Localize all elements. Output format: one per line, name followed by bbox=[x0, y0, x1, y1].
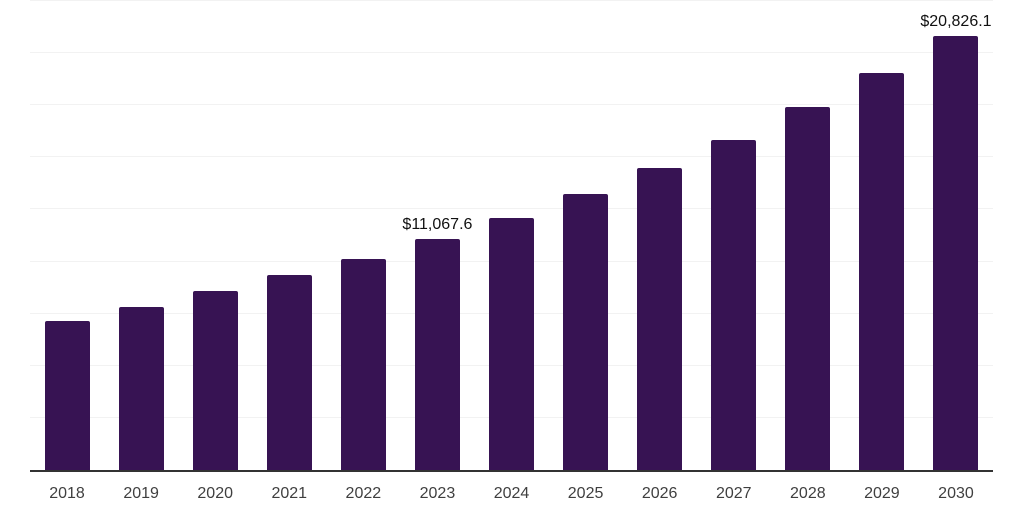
bar-2030 bbox=[933, 35, 979, 470]
bar-slot-2018 bbox=[30, 1, 104, 470]
bar-2020 bbox=[192, 290, 238, 470]
x-axis-line bbox=[30, 470, 993, 472]
x-tick-label-2028: 2028 bbox=[790, 485, 826, 502]
gridline bbox=[30, 104, 993, 106]
bar-2021 bbox=[266, 274, 312, 470]
bar-slot-2020 bbox=[178, 1, 252, 470]
bar-slot-2023: $11,067.6 bbox=[400, 1, 474, 470]
bar-2018 bbox=[44, 321, 90, 470]
bar-2028 bbox=[785, 106, 831, 470]
x-tick-label-2022: 2022 bbox=[345, 485, 382, 502]
bar-2025 bbox=[563, 193, 609, 470]
x-tick-label-2026: 2026 bbox=[641, 485, 678, 502]
x-tick-label-2024: 2024 bbox=[493, 485, 530, 502]
x-tick-label-2023: 2023 bbox=[419, 485, 456, 502]
gridline bbox=[30, 208, 993, 210]
gridline bbox=[30, 156, 993, 158]
plot-area: $11,067.6 $20,826.1 bbox=[30, 0, 993, 470]
bar-2026 bbox=[637, 168, 683, 470]
bar-2023 bbox=[414, 239, 460, 470]
x-tick-label-2019: 2019 bbox=[123, 485, 159, 502]
bar-2029 bbox=[859, 72, 905, 470]
bar-slot-2027 bbox=[697, 1, 771, 470]
gridline bbox=[30, 0, 993, 1]
bar-2024 bbox=[489, 218, 534, 470]
x-tick-label-2029: 2029 bbox=[864, 485, 900, 502]
bar-slot-2026 bbox=[623, 1, 697, 470]
x-tick-label-2027: 2027 bbox=[715, 485, 752, 502]
bar-2022 bbox=[340, 258, 386, 470]
data-label-2023: $11,067.6 bbox=[402, 216, 473, 234]
x-tick-label-2020: 2020 bbox=[197, 485, 233, 502]
x-tick-label-2030: 2030 bbox=[938, 485, 974, 502]
bar-2019 bbox=[118, 306, 164, 470]
x-tick-label-2021: 2021 bbox=[271, 485, 308, 502]
bar-slot-2019 bbox=[104, 1, 178, 470]
bar-slot-2025 bbox=[549, 1, 623, 470]
bar-2027 bbox=[711, 139, 757, 470]
bars-row: $11,067.6 $20,826.1 bbox=[30, 1, 993, 470]
data-label-2030: $20,826.1 bbox=[920, 12, 992, 30]
bar-slot-2021 bbox=[252, 1, 326, 470]
gridline bbox=[30, 52, 993, 54]
bar-slot-2022 bbox=[326, 1, 400, 470]
x-tick-label-2025: 2025 bbox=[567, 485, 604, 502]
bar-slot-2030: $20,826.1 bbox=[919, 1, 993, 470]
x-tick-label-2018: 2018 bbox=[49, 485, 85, 502]
bar-slot-2024 bbox=[474, 1, 548, 470]
bar-slot-2028 bbox=[771, 1, 845, 470]
bar-slot-2029 bbox=[845, 1, 919, 470]
x-axis-labels: 2018 2019 2020 2021 2022 2023 2024 2025 2026 2027… bbox=[30, 485, 993, 503]
